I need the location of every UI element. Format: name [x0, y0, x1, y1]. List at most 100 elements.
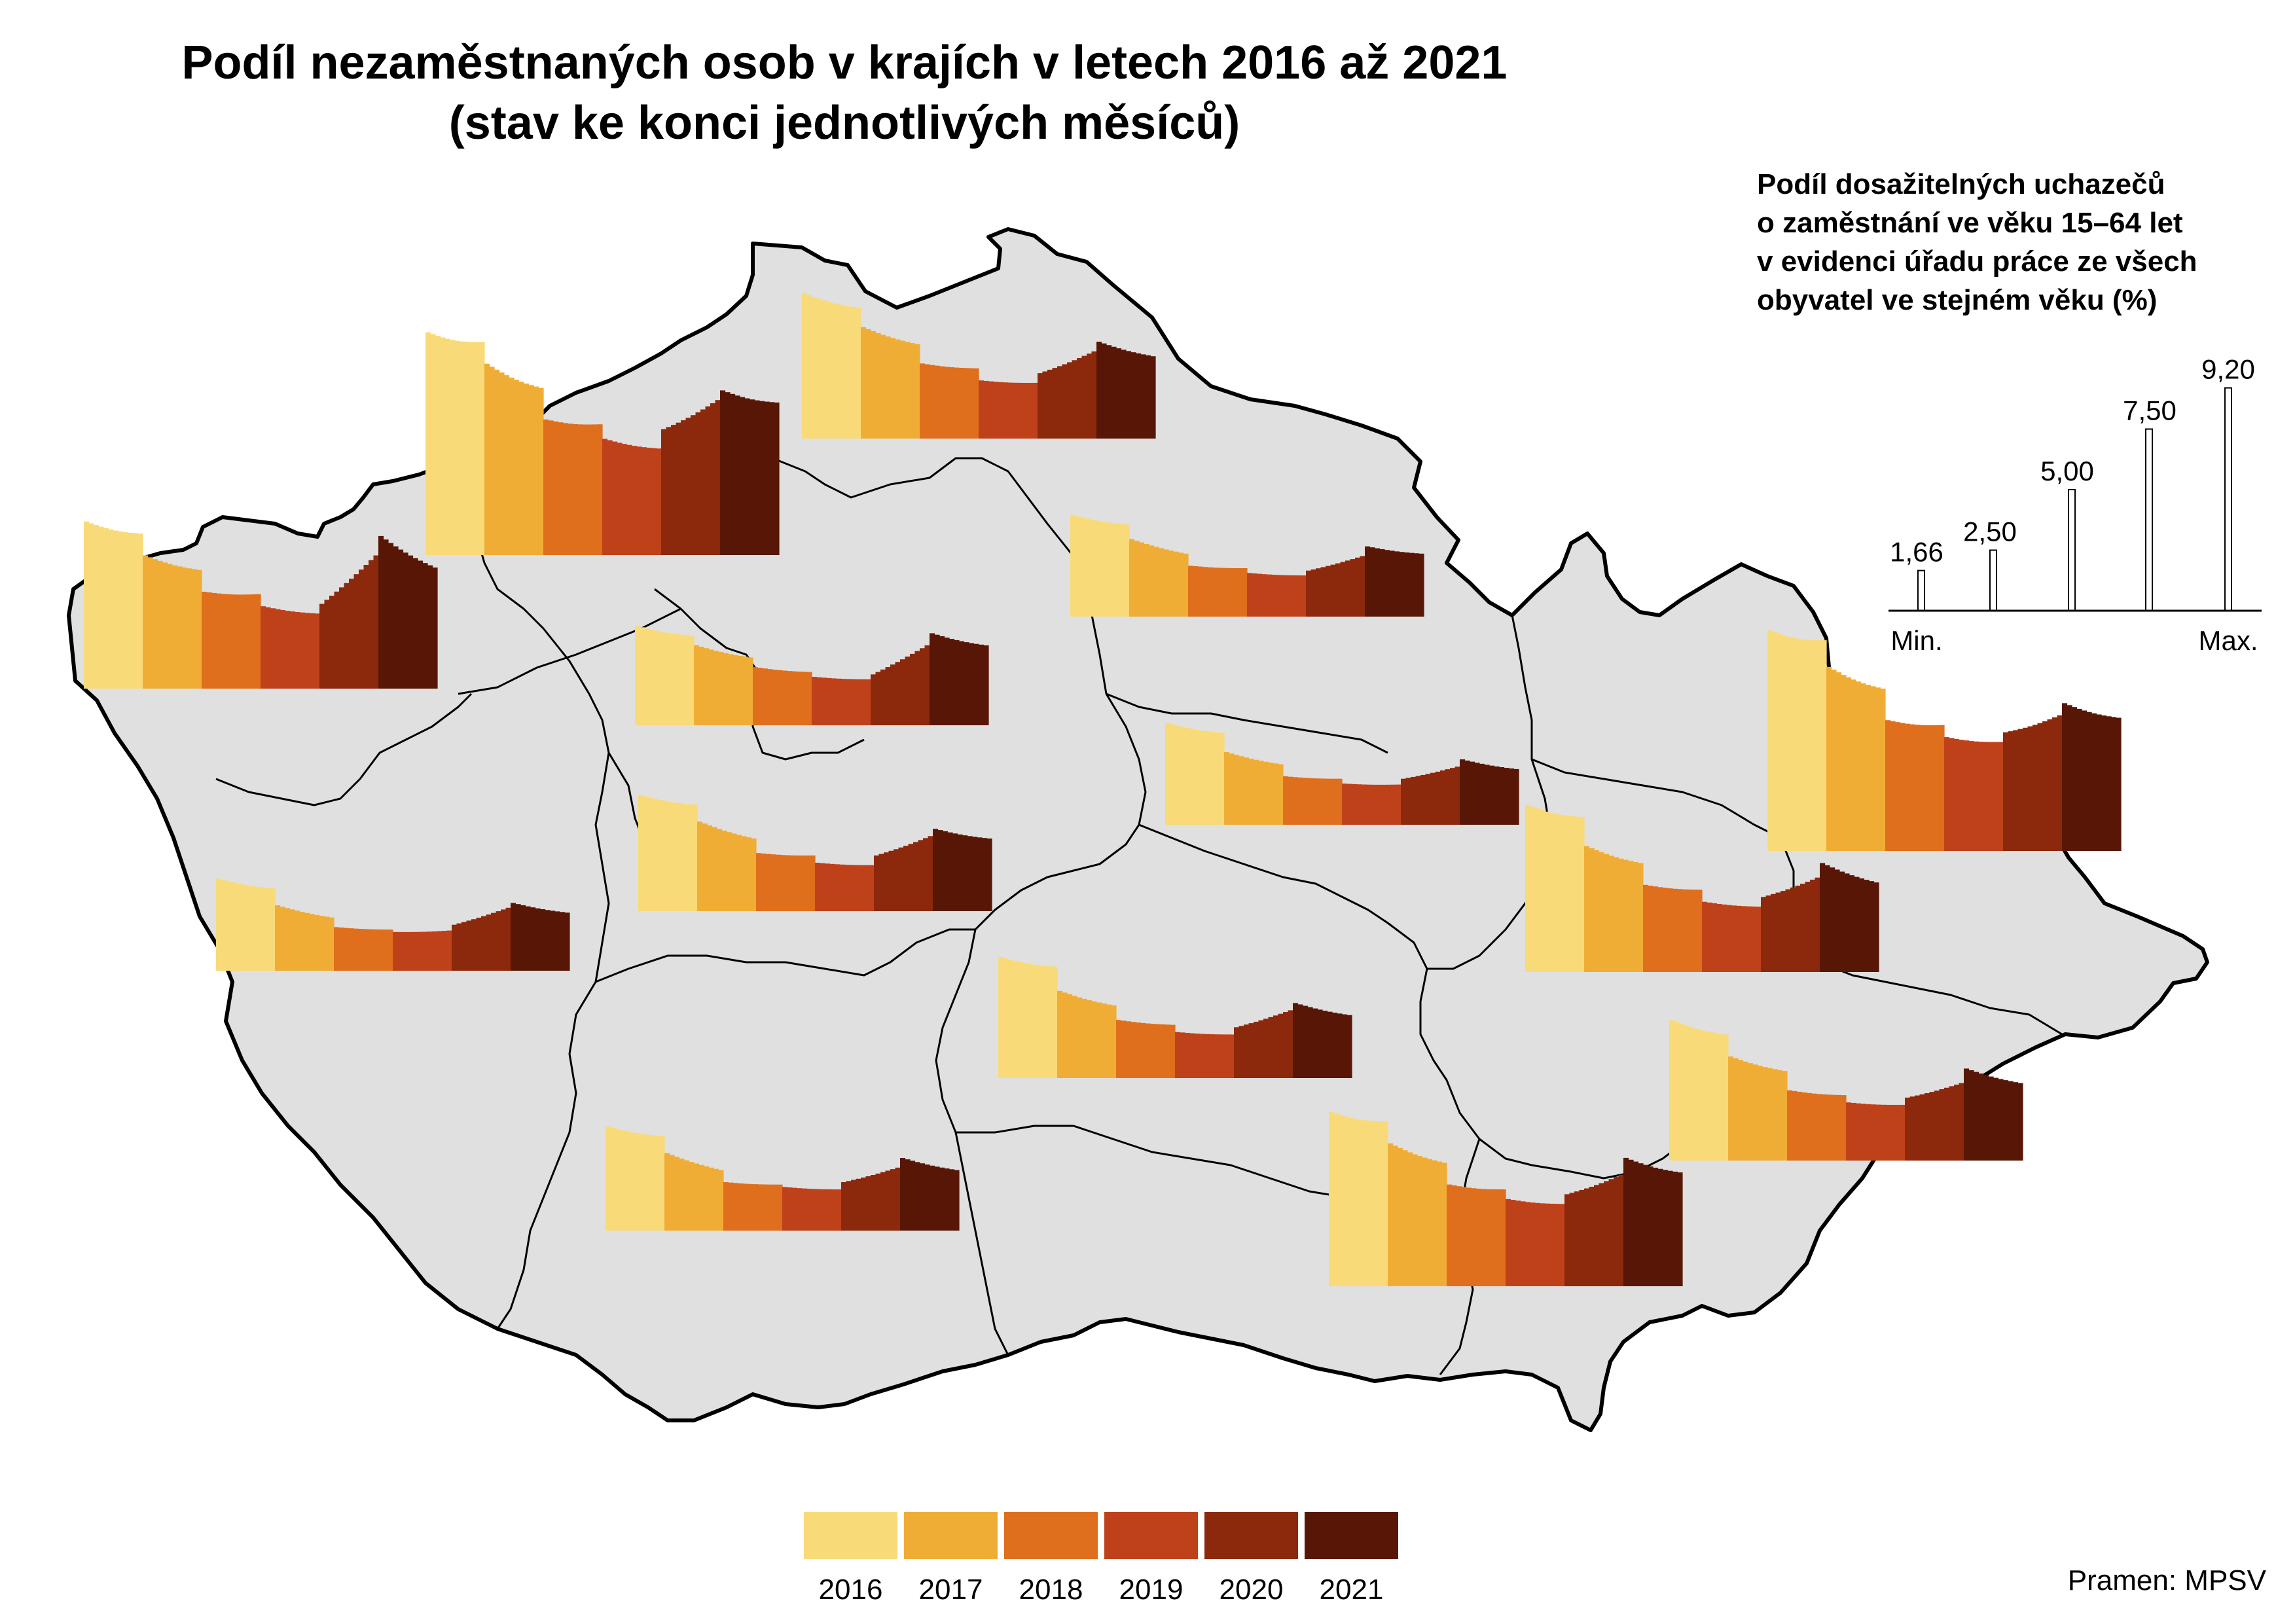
minichart-bar [440, 337, 446, 555]
minichart-bar [767, 1184, 773, 1231]
minichart-bar [640, 1134, 645, 1231]
minichart-bar [750, 399, 755, 555]
minichart-bar [658, 800, 664, 911]
minichart-bar [874, 855, 880, 911]
minichart-bar [1456, 1186, 1462, 1286]
minichart-bar [1175, 725, 1181, 825]
minichart-bar [295, 911, 300, 971]
minichart-bar [802, 672, 808, 725]
minichart-bar [1775, 892, 1781, 972]
minichart-bar [1198, 566, 1204, 617]
minichart-bar [1096, 1002, 1102, 1078]
legend-item-2016: 2016 [804, 1512, 897, 1606]
minichart-bar [1944, 737, 1950, 851]
minichart-liberecky [802, 293, 1156, 439]
minichart-bar [339, 587, 345, 689]
minichart-bar [939, 366, 945, 439]
minichart-bar [1437, 1161, 1443, 1286]
minichart-bar [245, 594, 251, 689]
minichart-bar [1589, 1187, 1595, 1286]
minichart-bar [1604, 1181, 1610, 1286]
minichart-bar [1830, 867, 1835, 972]
minichart-bar [812, 1189, 818, 1231]
minichart-bar [1067, 994, 1073, 1078]
minichart-bar [1846, 677, 1852, 851]
minichart-bar [236, 594, 242, 689]
minichart-bar [1895, 1104, 1901, 1161]
minichart-praha [635, 626, 989, 725]
minichart-bar [1743, 1061, 1748, 1161]
minichart-bar [829, 863, 835, 911]
minichart-kralovehradecky [1070, 514, 1424, 617]
minichart-bar [1306, 570, 1312, 617]
minichart-bar [1618, 1174, 1624, 1286]
minichart-bar [1232, 568, 1238, 617]
minichart-bar [1663, 1170, 1669, 1286]
minichart-bar [1628, 1159, 1634, 1286]
minichart-bar [812, 677, 818, 725]
minichart-bar [1905, 1097, 1911, 1161]
minichart-bar [1824, 865, 1830, 972]
minichart-bar [642, 447, 647, 555]
minichart-bar [455, 340, 461, 555]
minichart-bar [230, 882, 236, 971]
minichart-bar [802, 1188, 808, 1231]
minichart-bar [1353, 1119, 1359, 1286]
legend-item-2020: 2020 [1204, 1512, 1298, 1606]
minichart-bar [851, 679, 857, 725]
legend-swatch-2018 [1004, 1512, 1098, 1559]
minichart-bar [1183, 553, 1189, 617]
minichart-bar [802, 293, 808, 439]
minichart-bar [772, 1184, 778, 1231]
minichart-bar [1121, 1020, 1127, 1078]
minichart-bar [1455, 767, 1460, 825]
minichart-bar [1352, 784, 1358, 825]
minichart-bar [772, 670, 778, 725]
minichart-bar [587, 424, 593, 555]
minichart-bar [826, 677, 832, 725]
minichart-bar [890, 338, 896, 439]
minichart-bar [442, 931, 448, 971]
minichart-bar [1173, 551, 1179, 617]
minichart-bar [353, 928, 359, 971]
minichart-bar [1925, 725, 1930, 851]
minichart-bar [1535, 808, 1541, 972]
minichart-jihocesky [605, 1126, 960, 1231]
minichart-bar [1432, 1160, 1437, 1286]
minichart-bar [2086, 712, 2092, 851]
minichart-bar [1409, 552, 1415, 617]
minichart-bar [977, 837, 983, 911]
minichart-bar [1752, 1064, 1758, 1161]
minichart-bar [496, 911, 501, 971]
minichart-bar [743, 1183, 749, 1231]
minichart-bar [1229, 1034, 1235, 1078]
minichart-bar [1185, 728, 1191, 825]
minichart-bar [910, 343, 916, 439]
minichart-bar [1202, 567, 1208, 617]
minichart-bar [1816, 640, 1822, 851]
minichart-bar [900, 340, 906, 439]
minichart-bar [1080, 517, 1086, 617]
minichart-bar [815, 863, 821, 911]
minichart-bar [1072, 360, 1077, 439]
minichart-bar [84, 521, 90, 689]
minichart-bar [1693, 1028, 1699, 1161]
minichart-bar [1846, 1102, 1852, 1161]
minichart-bar [1018, 962, 1024, 1078]
minichart-bar [1978, 1074, 1984, 1161]
minichart-bar [1988, 1076, 1994, 1161]
minichart-bar [1150, 356, 1156, 439]
minichart-bar [1515, 1200, 1521, 1286]
minichart-bar [982, 838, 988, 911]
minichart-bar [728, 1182, 734, 1231]
minichart-bar [1362, 784, 1367, 825]
minichart-bar [949, 639, 955, 725]
minichart-bar [880, 334, 886, 439]
minichart-bar [1263, 1019, 1269, 1078]
minichart-bar [846, 679, 852, 725]
minichart-bar [573, 424, 579, 555]
minichart-bar [777, 670, 783, 725]
minichart-bar [1199, 731, 1205, 825]
minichart-bar [1549, 1203, 1555, 1286]
minichart-bar [689, 636, 695, 725]
